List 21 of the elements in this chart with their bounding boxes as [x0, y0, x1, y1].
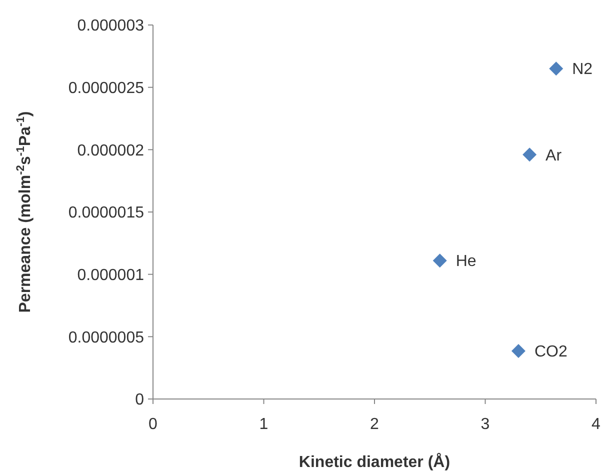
annotation: N2: [572, 61, 593, 78]
y-tick-label: 0.000003: [77, 18, 144, 35]
point: [432, 254, 447, 268]
annotation: CO2: [534, 344, 568, 361]
y-tick-label: 0.000002: [77, 142, 144, 160]
x-tick-label: 0: [148, 416, 158, 433]
y-tick-label: 0: [135, 392, 144, 409]
point: [511, 344, 526, 358]
annotation: Ar: [546, 147, 562, 164]
x-tick-label: 4: [592, 416, 601, 433]
point: [549, 62, 564, 76]
x-tick-label: 2: [370, 416, 380, 433]
point: [522, 148, 537, 162]
x-tick-label: 3: [480, 416, 490, 433]
annotation: He: [456, 253, 476, 270]
y-tick-label: 0.000001: [77, 266, 144, 284]
y-tick-label: 0.0000005: [68, 329, 144, 346]
x-tick-label: 1: [259, 416, 268, 433]
y-tick-label: 0.0000025: [68, 80, 144, 97]
y-tick-label: 0.0000015: [68, 204, 144, 222]
x-axis-title: Kinetic diameter (Å): [298, 452, 450, 471]
